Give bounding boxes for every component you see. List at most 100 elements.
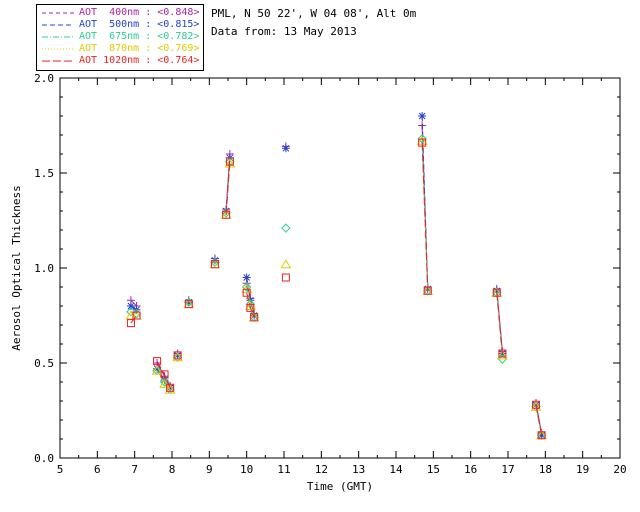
legend-line-sample (42, 36, 74, 38)
marker-square (153, 357, 162, 366)
svg-text:5: 5 (57, 463, 64, 476)
legend-line-sample (42, 12, 74, 14)
series-line (496, 292, 503, 354)
legend-row: AOT 400nm : <0.848> (41, 7, 199, 19)
svg-text:0.5: 0.5 (34, 357, 54, 370)
marker-square (222, 210, 231, 219)
marker-triangle (497, 350, 508, 360)
marker-square (246, 303, 255, 312)
station-title: PML, N 50 22', W 04 08', Alt 0m (211, 7, 417, 20)
series-line (421, 142, 429, 291)
svg-text:0.0: 0.0 (34, 452, 54, 465)
marker-triangle (530, 401, 542, 411)
svg-text:11: 11 (277, 463, 290, 476)
series-1020nm (126, 138, 546, 440)
svg-text:17: 17 (501, 463, 514, 476)
svg-text:10: 10 (240, 463, 253, 476)
y-axis-title: Aerosol Optical Thickness (10, 185, 23, 351)
svg-text:7: 7 (131, 463, 138, 476)
series-line (156, 370, 171, 390)
legend-row: AOT 1020nm : <0.764> (41, 55, 199, 67)
marker-square (242, 288, 251, 297)
marker-square (184, 300, 193, 309)
legend-label: AOT 870nm : <0.769> (79, 43, 200, 54)
legend-line-sample (42, 48, 74, 50)
marker-asterisk (242, 273, 251, 282)
marker-triangle (245, 301, 256, 310)
svg-text:1.0: 1.0 (34, 262, 54, 275)
marker-square (532, 400, 540, 409)
legend-line-sample (42, 60, 74, 62)
marker-square (225, 157, 234, 166)
marker-diamond (241, 282, 252, 292)
marker-square (537, 431, 546, 440)
marker-square (423, 286, 432, 295)
marker-asterisk (250, 311, 259, 320)
marker-square (498, 349, 507, 358)
marker-triangle (159, 378, 170, 388)
marker-asterisk (537, 431, 546, 440)
svg-text:13: 13 (352, 463, 365, 476)
x-axis-title: Time (GMT) (307, 480, 373, 493)
legend-box: AOT 400nm : <0.848> AOT 500nm : <0.815> AO… (36, 4, 205, 71)
marker-triangle (164, 384, 176, 394)
series-500nm (126, 112, 546, 440)
svg-text:16: 16 (464, 463, 477, 476)
marker-square (418, 138, 427, 147)
series-870nm (125, 135, 547, 440)
x-tick-labels: 5 6 7 8 9 10 11 12 13 14 15 16 17 18 19 20 (57, 463, 627, 476)
marker-square (126, 319, 135, 328)
series-675nm (126, 134, 547, 440)
marker-square (173, 351, 182, 360)
legend-row: AOT 675nm : <0.782> (41, 31, 199, 43)
marker-square (281, 273, 290, 282)
legend-label: AOT 400nm : <0.848> (79, 7, 200, 18)
svg-text:8: 8 (169, 463, 176, 476)
legend-row: AOT 870nm : <0.769> (41, 43, 199, 55)
svg-text:15: 15 (427, 463, 440, 476)
y-tick-labels: 0.0 0.5 1.0 1.5 2.0 (34, 72, 54, 465)
marker-triangle (151, 365, 163, 375)
legend-line-sample (42, 24, 74, 26)
svg-text:6: 6 (94, 463, 101, 476)
marker-square (132, 311, 141, 320)
svg-text:2.0: 2.0 (34, 72, 54, 85)
marker-square (250, 313, 259, 322)
marker-asterisk (173, 351, 182, 360)
svg-text:19: 19 (576, 463, 589, 476)
svg-text:9: 9 (206, 463, 213, 476)
legend-label: AOT 1020nm : <0.764> (79, 55, 200, 66)
legend-label: AOT 500nm : <0.815> (79, 19, 200, 30)
series-line (156, 360, 171, 388)
marker-diamond (281, 223, 291, 233)
marker-diamond (497, 354, 508, 364)
plot-axes (59, 77, 621, 459)
marker-triangle (172, 352, 183, 362)
svg-text:14: 14 (389, 463, 403, 476)
marker-asterisk (184, 298, 193, 307)
date-title: Data from: 13 May 2013 (211, 25, 357, 38)
svg-text:12: 12 (315, 463, 328, 476)
series-line (225, 161, 231, 215)
legend-row: AOT 500nm : <0.815> (41, 19, 199, 31)
series-line (225, 163, 231, 215)
marker-triangle (280, 259, 292, 269)
marker-square (210, 260, 219, 269)
svg-text:20: 20 (613, 463, 626, 476)
marker-square (160, 370, 169, 379)
marker-asterisk (418, 112, 427, 120)
marker-asterisk (281, 144, 290, 153)
marker-asterisk (126, 302, 135, 310)
marker-asterisk (492, 286, 501, 295)
svg-text:18: 18 (539, 463, 552, 476)
series-line (246, 277, 255, 316)
marker-square (166, 383, 175, 392)
legend-label: AOT 675nm : <0.782> (79, 31, 200, 42)
series-line (535, 404, 543, 436)
marker-square (492, 288, 501, 297)
series-400nm (126, 121, 546, 438)
marker-triangle (241, 283, 253, 293)
svg-text:1.5: 1.5 (34, 167, 54, 180)
